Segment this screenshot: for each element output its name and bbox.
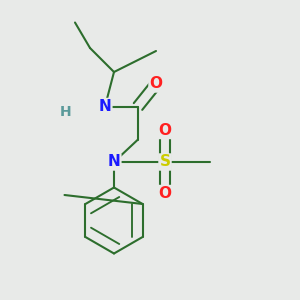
Text: O: O [158,123,172,138]
Text: O: O [158,186,172,201]
Text: S: S [160,154,170,169]
Text: N: N [99,99,111,114]
Text: H: H [60,106,72,119]
Text: O: O [149,76,163,92]
Text: N: N [108,154,120,169]
